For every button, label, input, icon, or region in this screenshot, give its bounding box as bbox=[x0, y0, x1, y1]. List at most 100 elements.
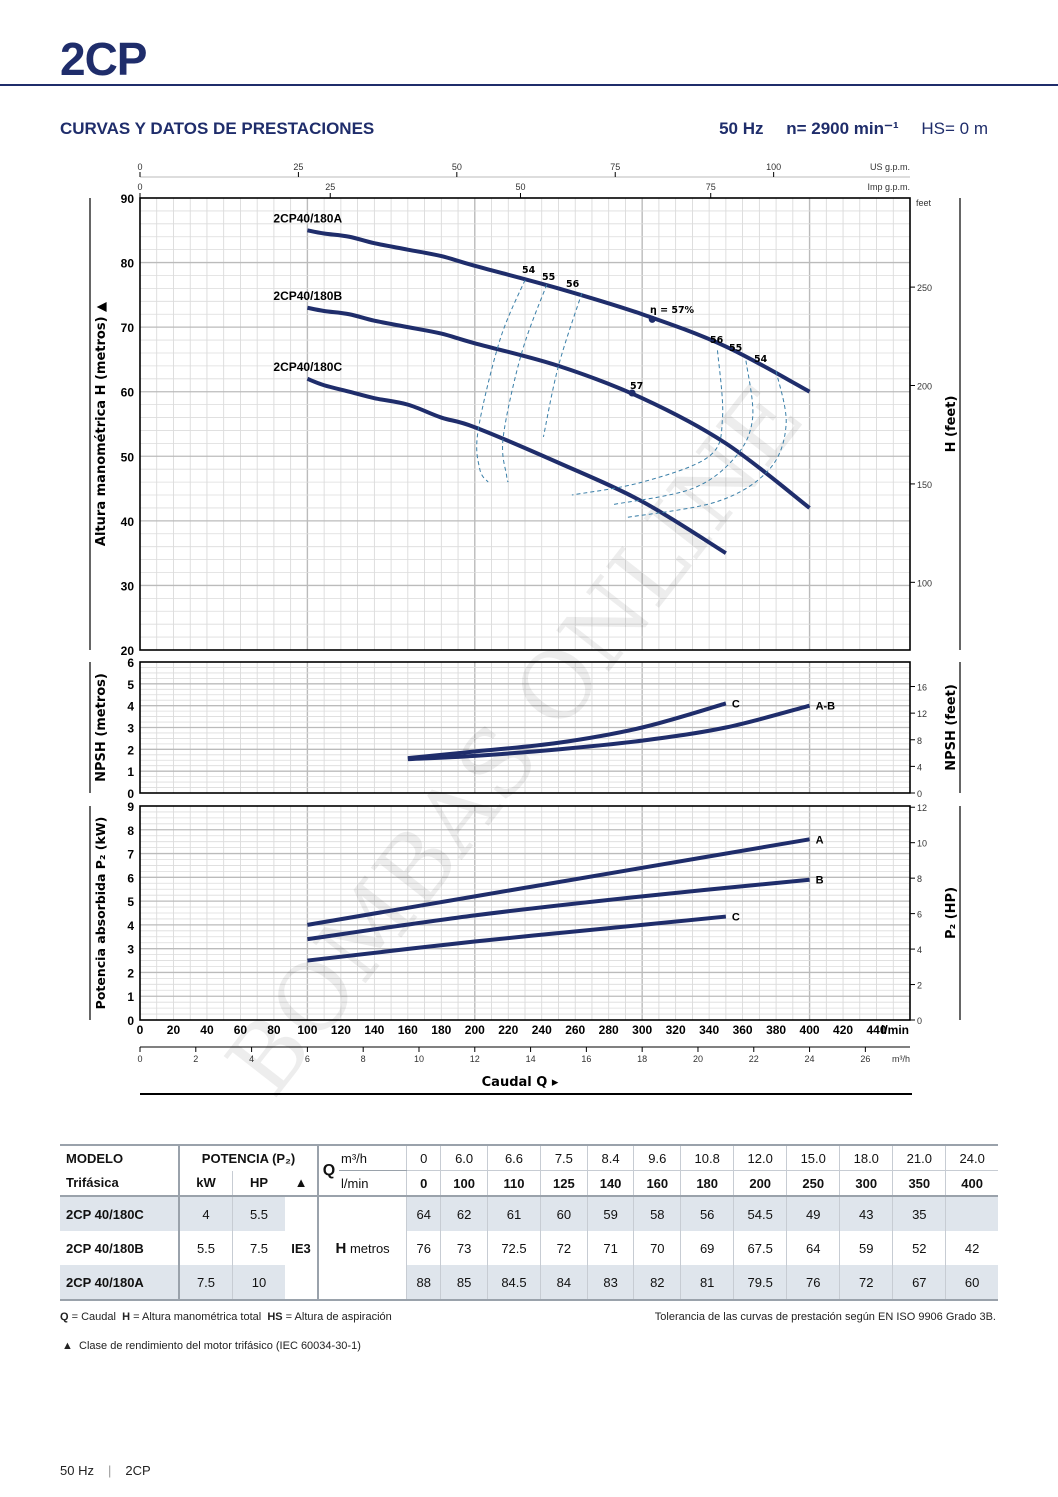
m3h-tick-label: 14 bbox=[526, 1054, 536, 1064]
q-lmin-cell: 100 bbox=[440, 1170, 488, 1196]
y-right-tick-label: 0 bbox=[917, 1016, 922, 1026]
series-label: 2CP40/180C bbox=[273, 360, 342, 374]
head-value: 54.5 bbox=[733, 1196, 787, 1231]
m3h-tick-label: 6 bbox=[305, 1054, 310, 1064]
series-label: A bbox=[816, 834, 824, 846]
x-tick-label: 320 bbox=[666, 1023, 686, 1037]
head-value: 35 bbox=[892, 1196, 946, 1231]
x-tick-label: 200 bbox=[465, 1023, 485, 1037]
ie-class: IE3 bbox=[291, 1240, 311, 1256]
y-tick-label: 5 bbox=[127, 678, 134, 692]
x-tick-label: 180 bbox=[431, 1023, 451, 1037]
tolerance-note: Tolerancia de las curvas de prestación s… bbox=[654, 1311, 996, 1323]
us-gpm-unit: US g.p.m. bbox=[870, 162, 910, 172]
head-value: 59 bbox=[839, 1231, 893, 1265]
y-tick-label: 60 bbox=[121, 386, 135, 400]
y-right-tick-label: 12 bbox=[917, 803, 927, 813]
y-right-tick-label: 12 bbox=[917, 709, 927, 719]
plot-frame bbox=[139, 197, 911, 651]
curve-C bbox=[307, 914, 727, 963]
imp-gpm-tick-label: 50 bbox=[515, 182, 525, 192]
x-tick-label: 160 bbox=[398, 1023, 418, 1037]
power-kw: 7.5 bbox=[178, 1265, 233, 1300]
motor-class-note: ▲ Clase de rendimiento del motor trifási… bbox=[62, 1340, 361, 1352]
head-value: 76 bbox=[406, 1231, 441, 1265]
y-axis-label: Potencia absorbida P₂ (kW) bbox=[93, 817, 108, 1010]
q-lmin-cell: 125 bbox=[540, 1170, 588, 1196]
x-axis-label: Caudal Q ▸ bbox=[482, 1075, 559, 1090]
curve-2CP40-180C bbox=[306, 376, 727, 555]
head-value: 76 bbox=[786, 1265, 840, 1300]
us-gpm-tick-label: 100 bbox=[766, 162, 781, 172]
table-row: 2CP 40/180B 5.5 7.5 76 73 72.5 72 71 70 69 67.5 64 5… bbox=[60, 1231, 998, 1265]
m3h-tick-label: 20 bbox=[693, 1054, 703, 1064]
q-m3h-cell: 6.6 bbox=[486, 1145, 541, 1171]
y-right-tick-label: 2 bbox=[917, 981, 922, 991]
head-value: 73 bbox=[440, 1231, 488, 1265]
q-m3h-cell: 10.8 bbox=[680, 1145, 734, 1171]
x-tick-label: 60 bbox=[234, 1023, 248, 1037]
head-value: 72.5 bbox=[486, 1231, 541, 1265]
y-tick-label: 20 bbox=[121, 644, 135, 658]
head-value: 67 bbox=[892, 1265, 946, 1300]
m3h-tick-label: 10 bbox=[414, 1054, 424, 1064]
y-axis-label: NPSH (metros) bbox=[94, 673, 109, 782]
legend-q: Q bbox=[60, 1311, 69, 1323]
head-value: 67.5 bbox=[733, 1231, 787, 1265]
efficiency-label: 55 bbox=[729, 343, 742, 354]
y-right-tick-label: 4 bbox=[917, 762, 922, 772]
head-value: 60 bbox=[540, 1196, 588, 1231]
q-lmin-cell: 0 bbox=[406, 1170, 441, 1196]
y-right-tick-label: 8 bbox=[917, 736, 922, 746]
header-q: Q bbox=[317, 1145, 339, 1196]
series-label: A-B bbox=[816, 701, 836, 713]
y-tick-label: 1 bbox=[127, 990, 134, 1004]
power-kw: 4 bbox=[178, 1196, 233, 1231]
legend-note: Q = Caudal H = Altura manométrica total … bbox=[60, 1311, 392, 1323]
efficiency-label: 57 bbox=[630, 381, 643, 392]
efficiency-label: 54 bbox=[754, 354, 768, 365]
y-tick-label: 9 bbox=[127, 800, 134, 814]
y-right-tick-label: 6 bbox=[917, 910, 922, 920]
y-right-tick-label: 8 bbox=[917, 874, 922, 884]
y-right-tick-label: 200 bbox=[917, 382, 932, 392]
q-m3h-cell: 18.0 bbox=[839, 1145, 893, 1171]
x-tick-label: 340 bbox=[699, 1023, 719, 1037]
legend-h-text: = Altura manométrica total bbox=[133, 1311, 262, 1323]
x-tick-label: 420 bbox=[833, 1023, 853, 1037]
x-tick-label: 140 bbox=[364, 1023, 384, 1037]
y-tick-label: 80 bbox=[121, 257, 135, 271]
legend-h: H bbox=[122, 1311, 131, 1323]
us-gpm-tick-label: 0 bbox=[137, 162, 142, 172]
header-kw: kW bbox=[178, 1170, 233, 1196]
q-m3h-cell: 21.0 bbox=[892, 1145, 946, 1171]
x-tick-label: 240 bbox=[532, 1023, 552, 1037]
m3h-tick-label: 0 bbox=[137, 1054, 142, 1064]
q-lmin-cell: 110 bbox=[486, 1170, 541, 1196]
frequency: 50 Hz bbox=[719, 119, 764, 138]
head-value: 72 bbox=[540, 1231, 588, 1265]
q-lmin-cell: 180 bbox=[680, 1170, 734, 1196]
legend-hs-text: = Altura de aspiración bbox=[285, 1311, 392, 1323]
x-tick-label: 260 bbox=[565, 1023, 585, 1037]
efficiency-contour-56 bbox=[571, 350, 724, 496]
q-lmin-cell: 200 bbox=[733, 1170, 787, 1196]
m3h-tick-label: 26 bbox=[860, 1054, 870, 1064]
q-m3h-cell: 24.0 bbox=[945, 1145, 998, 1171]
power-kw: 5.5 bbox=[178, 1231, 233, 1265]
head-value: 84 bbox=[540, 1265, 588, 1300]
m3h-tick-label: 2 bbox=[193, 1054, 198, 1064]
y-tick-label: 7 bbox=[127, 848, 134, 862]
x-tick-label: 120 bbox=[331, 1023, 351, 1037]
head-value: 64 bbox=[786, 1231, 840, 1265]
y-tick-label: 40 bbox=[121, 515, 135, 529]
x-tick-label: 380 bbox=[766, 1023, 786, 1037]
y-tick-label: 8 bbox=[127, 824, 134, 838]
head-value: 62 bbox=[440, 1196, 488, 1231]
section-title: CURVAS Y DATOS DE PRESTACIONES bbox=[60, 119, 375, 138]
head-value: 88 bbox=[406, 1265, 441, 1300]
x-tick-label: 440 bbox=[867, 1023, 887, 1037]
power-hp: 5.5 bbox=[232, 1196, 285, 1231]
q-m3h-cell: 6.0 bbox=[440, 1145, 488, 1171]
q-lmin-cell: 160 bbox=[633, 1170, 681, 1196]
